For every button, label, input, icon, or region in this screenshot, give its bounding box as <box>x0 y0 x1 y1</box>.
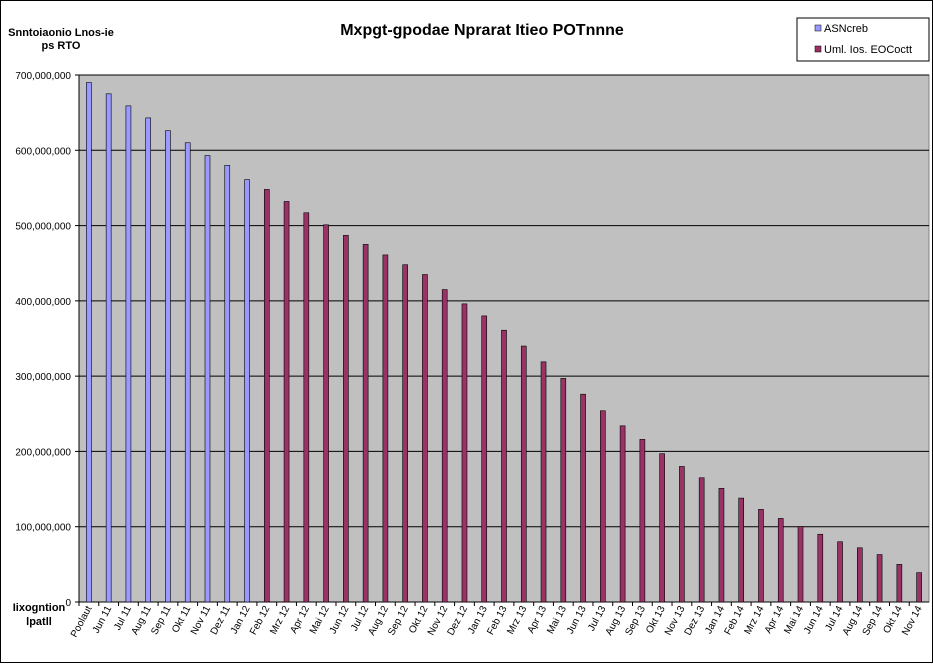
legend-swatch-asncreb <box>814 24 822 32</box>
bar <box>422 274 428 603</box>
bar <box>343 235 349 603</box>
bar <box>441 289 448 603</box>
bar <box>501 329 507 603</box>
x-tick-label: Jun 11 <box>91 604 115 635</box>
bar <box>362 244 369 603</box>
y-tick-label: 400,000,000 <box>15 297 71 308</box>
bar <box>817 533 824 603</box>
bar <box>797 526 804 603</box>
bar <box>382 254 389 603</box>
bar <box>560 378 567 603</box>
bar <box>600 410 606 603</box>
bar <box>777 518 784 603</box>
bar <box>283 201 290 603</box>
y-axis-label-line2: ps RTO <box>42 40 81 52</box>
bar <box>698 477 705 603</box>
chart-title: Mxpgt-gpodae Nprarat Itieo POTnnne <box>340 22 624 39</box>
x-axis-label-line2: lpatll <box>26 616 52 628</box>
legend-label-uml-ios-eococtt: Uml. Ios. EOCoctt <box>824 44 912 56</box>
bar <box>303 212 310 603</box>
plot-area: 0 100,000,000 200,000,000 300,000,000 400,00… <box>15 71 930 639</box>
x-axis-label-line1: Iixogntion <box>13 602 66 614</box>
bar <box>86 82 92 603</box>
bar <box>896 564 903 603</box>
bar <box>580 393 586 603</box>
bar <box>718 488 725 603</box>
legend: ASNcreb Uml. Ios. EOCoctt <box>796 17 930 62</box>
bar <box>520 345 527 603</box>
bar <box>619 425 626 603</box>
bar <box>758 509 764 603</box>
bar <box>876 554 883 603</box>
bar <box>263 189 270 603</box>
y-tick-label: 500,000,000 <box>15 222 71 233</box>
x-tick-label: Sep 11 <box>149 604 173 637</box>
x-tick-label: Jun 12 <box>328 604 352 636</box>
y-tick-label: 100,000,000 <box>15 523 71 534</box>
bar <box>679 466 685 603</box>
bar <box>224 165 231 603</box>
bar <box>184 142 191 603</box>
bar <box>659 453 665 603</box>
bar <box>402 264 408 603</box>
y-tick-label: 200,000,000 <box>15 447 71 458</box>
legend-swatch-uml-ios-eococtt <box>814 45 822 53</box>
bar <box>165 130 171 603</box>
bar <box>461 303 468 603</box>
bar <box>540 361 547 603</box>
bar <box>639 439 646 603</box>
bar <box>916 572 922 603</box>
bar <box>857 547 863 603</box>
bar <box>837 541 843 603</box>
bar <box>125 105 132 603</box>
x-tick-label: Jun 14 <box>802 604 826 636</box>
bar <box>481 315 488 603</box>
bar <box>323 224 329 603</box>
x-tick-label: Jun 13 <box>565 604 589 636</box>
legend-label-asncreb: ASNcreb <box>824 23 868 35</box>
y-tick-label: 600,000,000 <box>15 146 71 157</box>
bar <box>244 179 250 603</box>
y-axis-label-line1: Snntoiaonio Lnos-ie <box>8 27 114 39</box>
y-tick-label: 700,000,000 <box>15 71 71 82</box>
bar <box>105 93 112 603</box>
y-tick-label: 300,000,000 <box>15 372 71 383</box>
bar <box>738 497 745 603</box>
y-tick-label: 0 <box>65 598 71 609</box>
bar <box>204 155 211 603</box>
bar <box>145 117 151 603</box>
x-tick-label: Poolaut <box>69 604 95 639</box>
